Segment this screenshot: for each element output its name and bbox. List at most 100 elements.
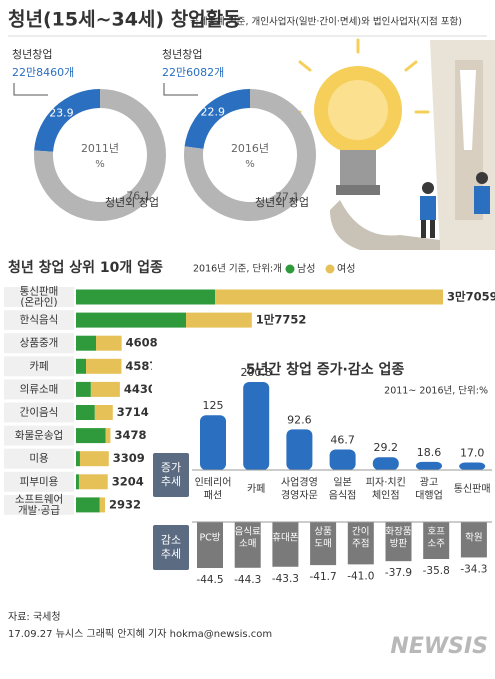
chart-subtitle: 2011~ 2016년, 단위:% bbox=[384, 385, 488, 397]
group-label: 추세 bbox=[161, 548, 181, 561]
bar-segment bbox=[76, 381, 91, 397]
category-label: 소프트웨어 bbox=[15, 493, 63, 505]
category-label: 화장품 bbox=[385, 527, 411, 538]
credit: 17.09.27 뉴시스 그래픽 안지혜 기자 hokma@newsis.com bbox=[8, 628, 272, 640]
chart-title: 청년 창업 상위 10개 업종 bbox=[8, 259, 163, 276]
legend-swatch bbox=[325, 264, 335, 274]
column bbox=[372, 457, 399, 470]
bar-segment bbox=[76, 335, 97, 351]
value-label: 92.6 bbox=[287, 413, 312, 426]
column bbox=[197, 522, 223, 568]
legend-label: 여성 bbox=[337, 263, 355, 275]
value-label: 29.2 bbox=[374, 441, 399, 454]
total-label: 4430 bbox=[124, 382, 156, 396]
legend-swatch bbox=[285, 264, 295, 274]
category-label: 일본 bbox=[333, 477, 351, 489]
source: 자료: 국세청 bbox=[8, 611, 61, 623]
label-bg bbox=[4, 379, 74, 400]
value-label: 76.1 bbox=[126, 189, 151, 202]
category-label: 상품 bbox=[314, 527, 332, 538]
total-label: 3만7059 bbox=[447, 290, 495, 304]
bar-segment bbox=[76, 358, 87, 374]
unit-label: % bbox=[245, 159, 255, 170]
category-label: 음식료 bbox=[235, 527, 261, 538]
chart-title: 5년간 창업 증가·감소 업종 bbox=[246, 361, 405, 378]
bar-segment bbox=[76, 451, 80, 467]
category-label: 호프 bbox=[427, 527, 445, 538]
category-label: 소주 bbox=[427, 539, 445, 550]
category-label: 청년창업 bbox=[12, 48, 52, 61]
category-label: 카페 bbox=[29, 360, 48, 372]
total-label: 3478 bbox=[114, 428, 146, 442]
total-label: 3309 bbox=[113, 451, 145, 465]
group-label: 추세 bbox=[161, 475, 181, 488]
value-label: 77.1 bbox=[275, 190, 300, 203]
value-label: -34.3 bbox=[460, 563, 487, 575]
illustration bbox=[286, 38, 495, 250]
category-label: PC방 bbox=[199, 533, 220, 544]
bar-segment bbox=[76, 405, 95, 420]
bar-segment bbox=[86, 358, 122, 374]
bar-segment bbox=[96, 335, 122, 351]
category-label: 화물운송업 bbox=[15, 429, 63, 442]
center-label: 2011년 bbox=[81, 142, 119, 155]
bar-segment bbox=[76, 312, 187, 328]
group-box bbox=[153, 453, 189, 497]
pointer bbox=[163, 83, 198, 96]
category-label: 방판 bbox=[390, 539, 408, 550]
category-label: 패션 bbox=[204, 490, 222, 502]
column bbox=[385, 522, 412, 562]
category-label: 의류소매 bbox=[20, 383, 59, 395]
donut-segment bbox=[34, 89, 100, 152]
legend-label: 남성 bbox=[297, 263, 315, 275]
bar-segment bbox=[76, 289, 216, 305]
category-label: 주점 bbox=[352, 538, 369, 550]
total-label: 4608 bbox=[126, 336, 158, 350]
category-label: 청년외 창업 bbox=[105, 196, 159, 209]
category-label: 사업경영 bbox=[281, 476, 318, 489]
bar-segment bbox=[78, 474, 108, 490]
column bbox=[329, 449, 356, 470]
chart-subtitle: 2016년 기준, 단위:개 bbox=[193, 263, 282, 275]
category-label: 학원 bbox=[465, 533, 482, 544]
value-label: -44.5 bbox=[196, 574, 223, 586]
column bbox=[459, 462, 486, 470]
label-bg bbox=[4, 287, 74, 307]
category-label: (온라인) bbox=[20, 297, 57, 309]
category-label: 피자·치킨 bbox=[366, 477, 406, 489]
bar-segment bbox=[94, 405, 113, 420]
label-bg bbox=[4, 471, 74, 492]
label-bg bbox=[4, 494, 74, 515]
label-bg bbox=[4, 333, 74, 354]
label-bg bbox=[4, 402, 74, 423]
logo: NEWSIS bbox=[390, 634, 488, 659]
pointer bbox=[13, 83, 48, 96]
category-label: 소매 bbox=[239, 539, 256, 550]
category-label: 카페 bbox=[247, 483, 265, 495]
value-label: 23.9 bbox=[49, 107, 74, 120]
value-label: 18.6 bbox=[417, 446, 442, 459]
category-label: 광고 bbox=[420, 477, 438, 489]
count-label: 22만6082개 bbox=[162, 66, 224, 79]
column bbox=[310, 522, 337, 566]
center-label: 2016년 bbox=[231, 142, 269, 155]
label-bg bbox=[4, 310, 74, 331]
column bbox=[416, 461, 442, 470]
bar-segment bbox=[90, 381, 120, 397]
category-label: 청년외 창업 bbox=[255, 196, 309, 209]
group-label: 감소 bbox=[161, 534, 181, 547]
bar-segment bbox=[215, 289, 443, 305]
label-bg bbox=[4, 425, 74, 446]
category-label: 청년창업 bbox=[162, 48, 202, 61]
category-label: 통신판매 bbox=[20, 286, 59, 298]
page-title: 청년(15세~34세) 창업활동 bbox=[8, 9, 241, 31]
bar-segment bbox=[76, 497, 100, 513]
column bbox=[200, 415, 226, 470]
value-label: 46.7 bbox=[330, 434, 355, 447]
bar-segment bbox=[76, 474, 79, 490]
total-label: 3714 bbox=[117, 405, 149, 419]
category-label: 간이음식 bbox=[20, 407, 59, 419]
bar-segment bbox=[99, 497, 106, 513]
